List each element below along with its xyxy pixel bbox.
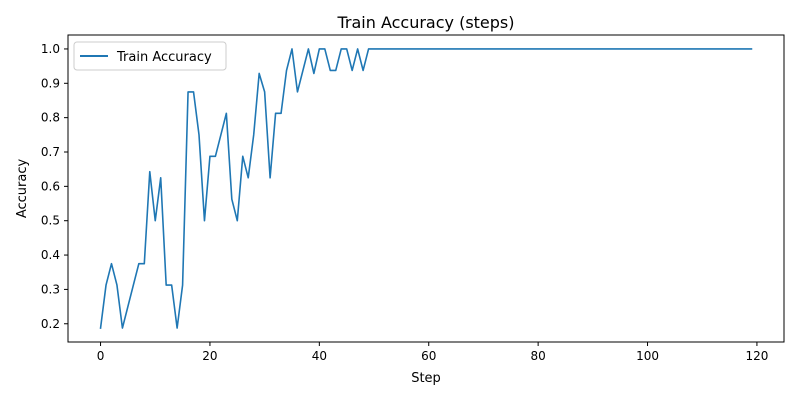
y-axis-label: Accuracy	[15, 159, 30, 219]
x-tick-label: 100	[636, 349, 659, 363]
legend-box	[73, 41, 227, 71]
series-layer	[99, 48, 753, 329]
x-tick-label: 60	[421, 349, 436, 363]
x-tick-label: 40	[312, 349, 327, 363]
y-tick-label: 0.3	[41, 282, 60, 296]
y-tick-label: 0.6	[41, 179, 60, 193]
x-tick-label: 0	[97, 349, 105, 363]
y-tick-label: 0.8	[41, 111, 60, 125]
x-axis-ticks: 0 20 40 60 80 100 120	[97, 342, 768, 363]
y-axis-ticks: 0.2 0.3 0.4 0.5 0.6 0.7 0.8 0.9 1.0	[41, 42, 68, 331]
y-tick-label: 0.7	[41, 145, 60, 159]
plot-frame	[67, 34, 785, 343]
y-tick-label: 0.4	[41, 248, 60, 262]
y-tick-label: 1.0	[41, 42, 60, 56]
x-tick-label: 80	[530, 349, 545, 363]
x-tick-label: 120	[745, 349, 768, 363]
series-line-train-accuracy	[99, 48, 753, 329]
legend: Train Accuracy	[73, 41, 227, 71]
legend-label: Train Accuracy	[116, 50, 212, 65]
x-tick-label: 20	[202, 349, 217, 363]
y-tick-label: 0.2	[41, 317, 60, 331]
chart-title: Train Accuracy (steps)	[336, 13, 514, 32]
y-tick-label: 0.5	[41, 214, 60, 228]
y-tick-label: 0.9	[41, 76, 60, 90]
x-axis-label: Step	[411, 371, 441, 386]
